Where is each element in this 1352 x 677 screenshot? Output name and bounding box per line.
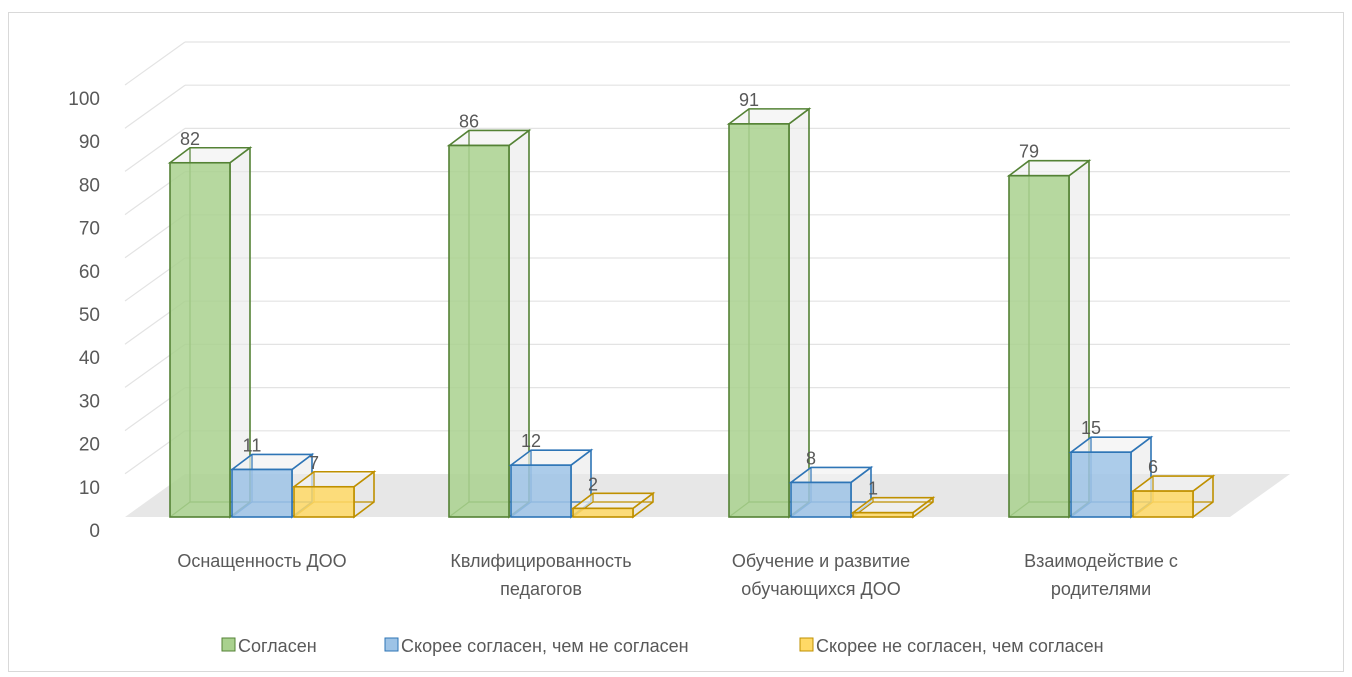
y-tick-label: 30 xyxy=(79,391,100,412)
bar-front-face xyxy=(1008,174,1070,518)
bar-согласен-0: 82 xyxy=(167,129,253,519)
y-tick-label: 20 xyxy=(79,435,100,456)
data-label: 6 xyxy=(1148,457,1158,477)
y-tick-label: 10 xyxy=(79,478,100,499)
data-label: 8 xyxy=(806,448,816,468)
bar-front-face xyxy=(169,161,231,518)
category-label-line: родителями xyxy=(1051,579,1151,599)
category-label-line: Взаимодействие с xyxy=(1024,551,1178,571)
bar-скорее-не-согласен-чем-согласен-1: 2 xyxy=(570,474,656,519)
y-tick-label: 90 xyxy=(79,132,100,153)
data-label: 2 xyxy=(588,474,598,494)
bar-front-face xyxy=(1070,451,1132,518)
bar-front-face xyxy=(293,485,355,518)
category-label-line: Оснащенность ДОО xyxy=(177,551,346,571)
bar-front-face xyxy=(231,468,293,518)
y-tick-label: 0 xyxy=(89,521,100,542)
y-tick-label: 60 xyxy=(79,262,100,283)
bar-скорее-не-согласен-чем-согласен-2: 1 xyxy=(850,479,936,519)
data-label: 12 xyxy=(521,431,541,451)
data-label: 86 xyxy=(459,111,479,131)
legend-label: Согласен xyxy=(238,636,317,656)
category-label-line: Обучение и развитие xyxy=(732,551,910,571)
data-label: 79 xyxy=(1019,142,1039,162)
bar-front-face xyxy=(790,481,852,518)
data-label: 91 xyxy=(739,90,759,110)
gridline-depth xyxy=(124,127,186,172)
bar-согласен-2: 91 xyxy=(726,90,812,519)
bar-front-face xyxy=(852,511,914,518)
category-label: Взаимодействие с родителями xyxy=(1024,551,1178,599)
data-label: 15 xyxy=(1081,418,1101,438)
category-label: Квлифицированность педагогов xyxy=(450,551,631,599)
data-label: 7 xyxy=(309,453,319,473)
legend-label: Скорее согласен, чем не согласен xyxy=(401,636,689,656)
bar-front-face xyxy=(728,123,790,518)
y-axis-ticks: 0 10 20 30 40 50 60 70 80 90 100 xyxy=(68,89,100,542)
legend-swatch xyxy=(384,637,399,652)
data-label: 82 xyxy=(180,129,200,149)
legend-swatch xyxy=(221,637,236,652)
legend-item-согласен: Согласен xyxy=(221,636,317,656)
y-tick-label: 40 xyxy=(79,348,100,369)
legend-swatch xyxy=(799,637,814,652)
y-tick-label: 100 xyxy=(68,89,100,110)
category-label: Обучение и развитие обучающихся ДОО xyxy=(732,551,910,599)
bar-скорее-не-согласен-чем-согласен-0: 7 xyxy=(291,453,377,519)
x-axis-categories: Оснащенность ДОО Квлифицированность педаго… xyxy=(177,551,1178,599)
legend-item-скорее-согласен-чем-не-согласен: Скорее согласен, чем не согласен xyxy=(384,636,689,656)
legend-label: Скорее не согласен, чем согласен xyxy=(816,636,1104,656)
category-label: Оснащенность ДОО xyxy=(177,551,346,571)
data-label: 1 xyxy=(868,479,878,499)
gridline-depth xyxy=(124,84,186,129)
y-tick-label: 50 xyxy=(79,305,100,326)
y-tick-label: 70 xyxy=(79,219,100,240)
bar-скорее-согласен-чем-не-согласен-1: 12 xyxy=(508,431,594,519)
bars: 82 86 91 79 11 12 8 15 7 2 1 6 xyxy=(167,90,1216,519)
bar-скорее-не-согласен-чем-согласен-3: 6 xyxy=(1130,457,1216,519)
category-label-line: обучающихся ДОО xyxy=(741,579,900,599)
bar-согласен-1: 86 xyxy=(446,111,532,519)
gridline-depth xyxy=(124,41,186,86)
legend-item-скорее-не-согласен-чем-согласен: Скорее не согласен, чем согласен xyxy=(799,636,1104,656)
bar-front-face xyxy=(510,464,572,518)
chart-floor xyxy=(125,474,1290,517)
legend: Согласен Скорее согласен, чем не согласен… xyxy=(221,636,1104,656)
category-label-line: педагогов xyxy=(500,579,582,599)
data-label: 11 xyxy=(243,435,262,455)
y-tick-label: 80 xyxy=(79,175,100,196)
category-label-line: Квлифицированность xyxy=(450,551,631,571)
bar-согласен-3: 79 xyxy=(1006,142,1092,519)
bar-front-face xyxy=(1132,490,1194,518)
bar-front-face xyxy=(572,507,634,518)
bar-front-face xyxy=(448,144,510,518)
